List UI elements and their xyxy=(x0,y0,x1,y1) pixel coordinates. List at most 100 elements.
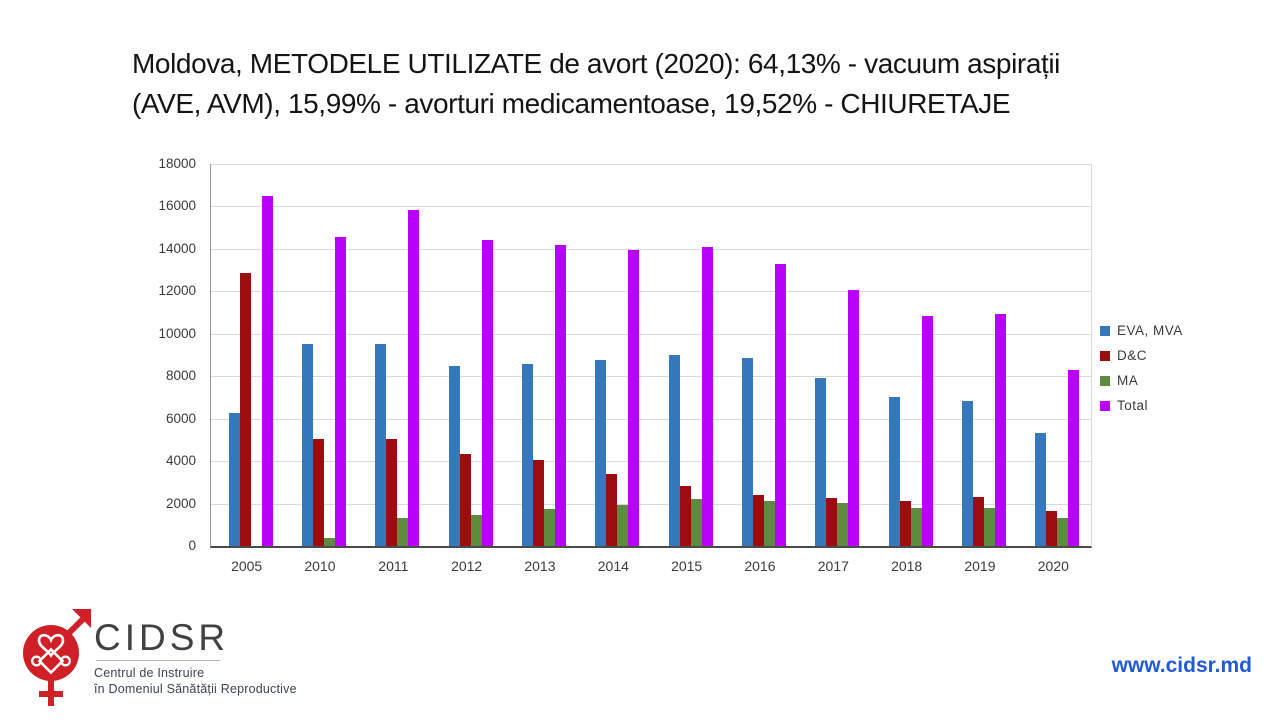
x-tick-label-2014: 2014 xyxy=(597,558,629,574)
y-tick-label: 2000 xyxy=(165,495,196,511)
legend-item-total: Total xyxy=(1100,393,1183,418)
y-tick-label: 12000 xyxy=(158,283,196,299)
legend-swatch-total xyxy=(1100,400,1110,411)
bar-ma-2011 xyxy=(397,518,409,546)
bar-eva-mva-2015 xyxy=(668,355,680,546)
bar-total-2005 xyxy=(261,195,273,546)
bar-d-c-2018 xyxy=(899,501,911,546)
website-link[interactable]: www.cidsr.md xyxy=(1111,654,1252,677)
bar-d-c-2015 xyxy=(679,485,691,546)
x-tick-label-2018: 2018 xyxy=(891,558,923,574)
bar-d-c-2005 xyxy=(239,273,251,546)
bar-eva-mva-2005 xyxy=(228,413,240,546)
bar-d-c-2019 xyxy=(973,497,984,546)
bar-ma-2017 xyxy=(837,502,849,546)
legend-swatch-ma xyxy=(1100,375,1110,386)
legend-label-eva-mva: EVA, MVA xyxy=(1117,323,1183,338)
bar-total-2011 xyxy=(408,209,420,546)
bar-total-2016 xyxy=(775,263,786,546)
gridline xyxy=(211,164,1091,165)
y-tick-label: 14000 xyxy=(158,240,196,256)
bar-d-c-2010 xyxy=(313,438,324,546)
logo-acronym: CIDSR xyxy=(94,617,230,658)
x-tick-label-2005: 2005 xyxy=(231,558,263,574)
bar-total-2014 xyxy=(628,249,640,546)
y-tick-label: 0 xyxy=(188,538,196,553)
gridline xyxy=(211,418,1091,420)
gridline xyxy=(211,503,1091,505)
bar-ma-2014 xyxy=(617,504,629,546)
legend-label-total: Total xyxy=(1117,398,1149,413)
bar-d-c-2017 xyxy=(826,498,838,547)
slide-title-line-1: Moldova, METODELE UTILIZATE de avort (20… xyxy=(132,48,1061,79)
bar-total-2017 xyxy=(848,290,860,546)
slide-title: Moldova, METODELE UTILIZATE de avort (20… xyxy=(132,44,1242,124)
gridline xyxy=(211,248,1091,250)
legend-item-d-c: D&C xyxy=(1100,343,1183,368)
legend-label-d-c: D&C xyxy=(1117,348,1148,363)
x-tick-label-2020: 2020 xyxy=(1037,558,1069,574)
x-tick-label-2010: 2010 xyxy=(304,558,336,574)
bar-total-2020 xyxy=(1068,369,1080,546)
bar-eva-mva-2014 xyxy=(595,360,607,546)
gridline xyxy=(211,461,1091,463)
logo-subtitle-line-2: în Domeniul Sănătății Reproductive xyxy=(94,682,297,696)
cidsr-logo-text: CIDSR Centrul de Instruire în Domeniul S… xyxy=(94,618,297,697)
bar-d-c-2020 xyxy=(1046,511,1058,546)
bar-eva-mva-2020 xyxy=(1035,432,1047,546)
bar-total-2015 xyxy=(701,246,713,546)
bar-ma-2020 xyxy=(1057,517,1069,546)
x-tick-label-2015: 2015 xyxy=(671,558,703,574)
x-tick-label-2012: 2012 xyxy=(451,558,483,574)
gridline xyxy=(211,333,1091,335)
bar-d-c-2011 xyxy=(386,438,398,546)
legend-swatch-d-c xyxy=(1100,350,1110,361)
x-tick-label-2017: 2017 xyxy=(817,558,849,574)
x-tick-label-2011: 2011 xyxy=(378,558,409,574)
bar-total-2018 xyxy=(921,315,933,546)
y-tick-label: 16000 xyxy=(158,198,196,214)
bar-eva-mva-2013 xyxy=(522,363,533,546)
chart-legend: EVA, MVA D&C MA Total xyxy=(1100,318,1183,418)
gridline xyxy=(211,291,1091,293)
x-tick-label-2019: 2019 xyxy=(964,558,996,574)
bar-ma-2010 xyxy=(324,537,335,546)
x-tick-label-2013: 2013 xyxy=(524,558,556,574)
bar-total-2010 xyxy=(335,237,346,546)
bar-ma-2016 xyxy=(764,501,775,546)
gridline xyxy=(211,206,1091,208)
bar-eva-mva-2019 xyxy=(962,400,973,546)
y-tick-label: 10000 xyxy=(158,325,196,341)
plot-area xyxy=(210,164,1092,548)
x-tick-label-2016: 2016 xyxy=(744,558,776,574)
bar-eva-mva-2011 xyxy=(375,344,387,546)
legend-item-ma: MA xyxy=(1100,368,1183,393)
gridline xyxy=(211,376,1091,378)
bar-eva-mva-2018 xyxy=(888,397,900,546)
bar-ma-2015 xyxy=(690,499,702,546)
legend-label-ma: MA xyxy=(1117,373,1139,388)
x-axis-labels: 2005 2010 2011 2012 2013 2014 2015 2016 2017 2018… xyxy=(210,558,1092,580)
y-tick-label: 18000 xyxy=(158,156,196,171)
bar-total-2013 xyxy=(555,244,566,546)
y-tick-label: 4000 xyxy=(165,453,196,469)
bar-eva-mva-2017 xyxy=(815,378,827,546)
legend-swatch-eva-mva xyxy=(1100,325,1110,336)
y-tick-label: 8000 xyxy=(165,368,196,384)
bar-d-c-2014 xyxy=(606,473,618,546)
bar-ma-2013 xyxy=(544,508,555,546)
logo-divider xyxy=(96,660,220,661)
bar-d-c-2012 xyxy=(459,453,471,546)
cidsr-logo-icon xyxy=(23,609,91,706)
bar-d-c-2016 xyxy=(753,495,764,546)
bar-ma-2018 xyxy=(910,507,922,546)
legend-item-eva-mva: EVA, MVA xyxy=(1100,318,1183,343)
bar-ma-2019 xyxy=(984,507,995,546)
bar-total-2012 xyxy=(481,240,493,546)
bar-eva-mva-2012 xyxy=(448,365,460,546)
y-tick-label: 6000 xyxy=(165,410,196,426)
logo-subtitle-line-1: Centrul de Instruire xyxy=(94,666,205,680)
bar-ma-2012 xyxy=(470,515,482,546)
bar-total-2019 xyxy=(995,313,1006,546)
